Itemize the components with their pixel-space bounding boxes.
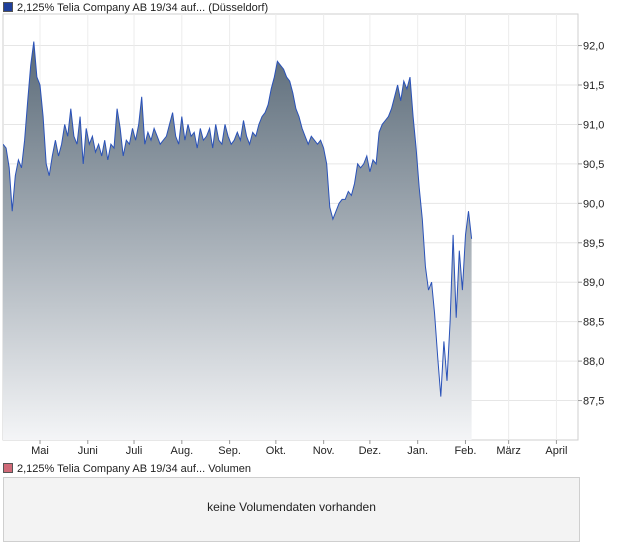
- y-tick-label: 89,5: [583, 238, 604, 250]
- y-tick-label: 89,0: [583, 277, 604, 289]
- x-tick-label: Nov.: [313, 445, 335, 457]
- price-area: [3, 41, 472, 440]
- x-tick-label: Juli: [126, 445, 143, 457]
- x-tick-label: Juni: [78, 445, 98, 457]
- y-tick-label: 87,5: [583, 396, 604, 408]
- y-tick-label: 90,5: [583, 159, 604, 171]
- x-axis-ticks: Mai Juni Juli Aug. Sep. Okt. Nov. Dez. Jan. Feb. M…: [31, 440, 567, 457]
- volume-legend-swatch: [3, 463, 13, 473]
- price-legend-swatch: [3, 2, 13, 12]
- y-tick-label: 91,5: [583, 80, 604, 92]
- y-tick-label: 88,0: [583, 356, 604, 368]
- price-legend-label: 2,125% Telia Company AB 19/34 auf... (Dü…: [17, 2, 269, 14]
- x-tick-label: Sep.: [218, 445, 241, 457]
- x-tick-label: Dez.: [359, 445, 382, 457]
- x-tick-label: Feb.: [454, 445, 476, 457]
- y-tick-label: 88,5: [583, 317, 604, 329]
- x-tick-label: Mai: [31, 445, 49, 457]
- x-tick-label: Aug.: [171, 445, 194, 457]
- x-tick-label: Jan.: [407, 445, 428, 457]
- x-tick-label: April: [545, 445, 567, 457]
- x-tick-label: März: [496, 445, 520, 457]
- y-tick-label: 91,0: [583, 119, 604, 131]
- y-axis-ticks: 87,5 88,0 88,5 89,0 89,5 90,0 90,5 91,0 91,5 92,0: [578, 41, 604, 408]
- price-legend: 2,125% Telia Company AB 19/34 auf... (Dü…: [3, 1, 268, 15]
- price-line: [3, 41, 473, 397]
- volume-empty-message: keine Volumendaten vorhanden: [207, 500, 376, 514]
- volume-panel: keine Volumendaten vorhanden: [3, 477, 580, 542]
- volume-legend: 2,125% Telia Company AB 19/34 auf... Vol…: [3, 462, 251, 476]
- x-tick-label: Okt.: [266, 445, 286, 457]
- volume-legend-label: 2,125% Telia Company AB 19/34 auf... Vol…: [17, 463, 252, 475]
- y-tick-label: 90,0: [583, 198, 604, 210]
- y-tick-label: 92,0: [583, 41, 604, 53]
- price-chart: 87,5 88,0 88,5 89,0 89,5 90,0 90,5 91,0 91,5 92,0…: [2, 13, 604, 457]
